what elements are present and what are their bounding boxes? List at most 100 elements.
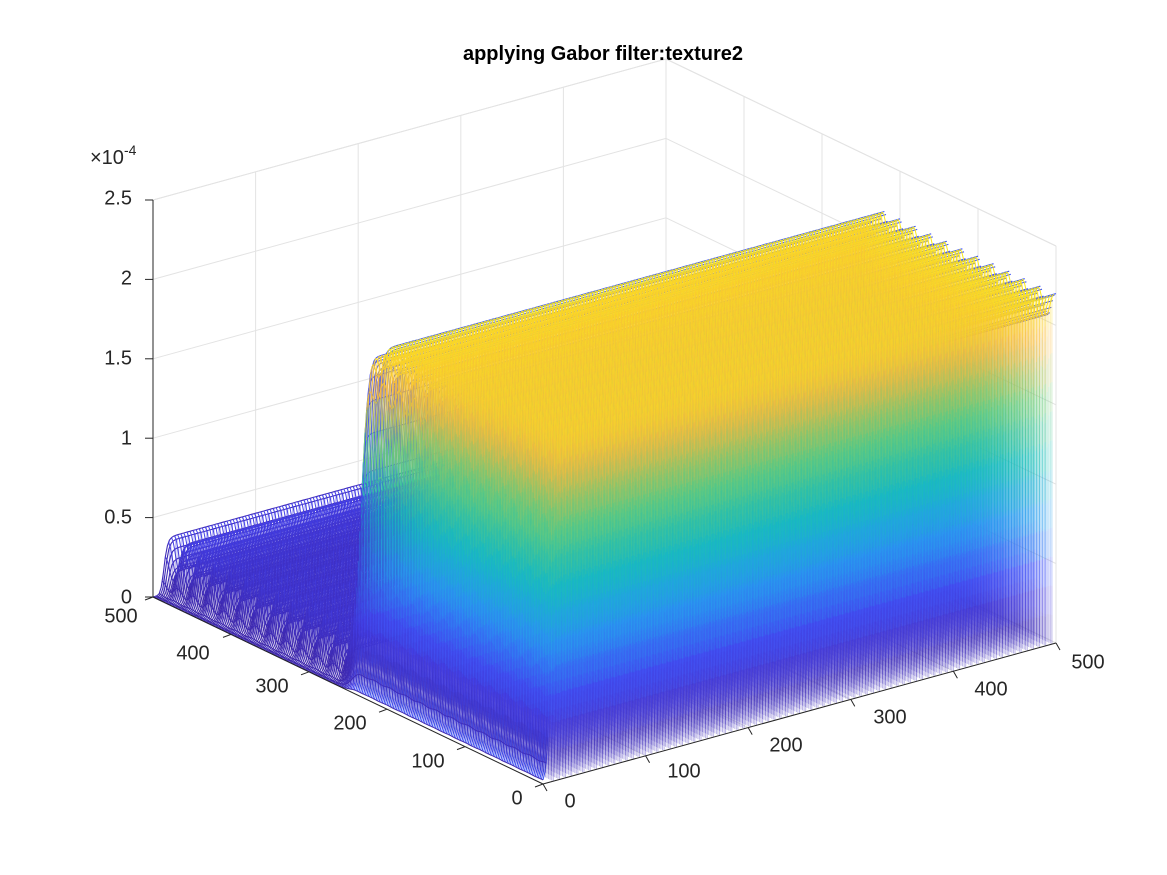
surface-column-segment — [445, 733, 447, 734]
surface-column-segment — [409, 716, 411, 717]
surface-column-segment — [223, 628, 225, 629]
surface-column-segment — [201, 618, 203, 619]
surface-column-segment — [459, 740, 461, 741]
surface-column-segment — [203, 619, 205, 620]
surface-column-segment — [463, 742, 465, 743]
surface-column-segment — [267, 649, 269, 650]
surface-column-segment — [234, 634, 236, 635]
surface-column-segment — [415, 719, 417, 720]
surface-column-segment — [337, 683, 339, 684]
surface-column-segment — [404, 713, 406, 714]
surface-column-segment — [304, 667, 306, 668]
surface-column-segment — [412, 717, 414, 718]
surface-column-segment — [385, 704, 387, 705]
surface-column-segment — [365, 695, 367, 696]
surface-column-segment — [279, 655, 281, 656]
surface-column-segment — [439, 730, 441, 731]
surface-column-segment — [282, 657, 284, 658]
surface-column-segment — [381, 702, 383, 703]
surface-column-segment — [490, 755, 492, 756]
surface-column-segment — [398, 711, 400, 712]
surface-column-segment — [312, 671, 314, 672]
surface-column-segment — [367, 696, 369, 697]
surface-column-segment — [197, 616, 199, 617]
surface-column-segment — [306, 668, 308, 669]
surface-column-segment — [400, 711, 402, 712]
surface-column-segment — [200, 617, 202, 618]
surface-column-segment — [195, 615, 197, 616]
surface-column-segment — [379, 702, 381, 703]
surface-column-segment — [329, 679, 331, 680]
surface-column-segment — [292, 661, 294, 662]
surface-column-segment — [446, 734, 448, 735]
surface-column-segment — [527, 773, 529, 774]
surface-column-segment — [286, 658, 288, 659]
surface-column-segment — [276, 654, 278, 655]
surface-column-segment — [250, 641, 252, 642]
surface-column-segment — [265, 648, 267, 649]
surface-column-segment — [396, 710, 398, 711]
surface-column-segment — [198, 616, 200, 617]
surface-column-segment — [289, 660, 291, 661]
surface-column-segment — [420, 721, 422, 722]
surface-column-segment — [243, 638, 245, 639]
surface-column-segment — [334, 681, 336, 682]
surface-column-segment — [479, 749, 481, 750]
surface-column-segment — [492, 755, 494, 756]
surface-column-segment — [517, 767, 519, 768]
surface-column-segment — [509, 764, 511, 765]
surface-column-segment — [524, 771, 526, 772]
surface-column-segment — [449, 735, 451, 736]
surface-column-segment — [428, 725, 430, 726]
surface-column-segment — [297, 663, 299, 664]
surface-column-segment — [487, 753, 489, 754]
surface-column-segment — [371, 698, 373, 699]
surface-column-segment — [264, 648, 266, 649]
surface-column-segment — [442, 732, 444, 733]
surface-column-segment — [228, 631, 230, 632]
surface-column-segment — [432, 727, 434, 728]
surface-column-segment — [454, 738, 456, 739]
surface-column-segment — [239, 636, 241, 637]
surface-column-segment — [502, 761, 504, 762]
surface-column-segment — [270, 651, 272, 652]
surface-column-segment — [204, 619, 206, 620]
surface-column-segment — [520, 769, 522, 770]
surface-column-segment — [382, 703, 384, 704]
surface-column-segment — [253, 643, 255, 644]
surface-column-segment — [254, 643, 256, 644]
surface-column-segment — [320, 675, 322, 676]
surface-column-segment — [275, 653, 277, 654]
surface-column-segment — [532, 775, 534, 776]
surface-column-segment — [462, 741, 464, 742]
surface-column-segment — [460, 741, 462, 742]
surface-column-segment — [482, 751, 484, 752]
surface-column-segment — [467, 743, 469, 744]
surface-column-segment — [256, 644, 258, 645]
surface-column-segment — [474, 747, 476, 748]
surface-column-segment — [261, 646, 263, 647]
surface-column-segment — [247, 640, 249, 641]
surface-column-segment — [328, 678, 330, 679]
surface-column-segment — [332, 681, 334, 682]
surface-column-segment — [356, 691, 358, 692]
surface-column-segment — [317, 673, 319, 674]
surface-column-segment — [376, 700, 378, 701]
surface-column-segment — [281, 656, 283, 657]
surface-column-segment — [506, 762, 508, 763]
surface-column-segment — [414, 718, 416, 719]
surface-column-segment — [262, 647, 264, 648]
surface-column-segment — [293, 662, 295, 663]
surface-column-segment — [192, 613, 194, 614]
surface-column-segment — [537, 777, 539, 778]
surface-column-segment — [258, 645, 260, 646]
surface-column-segment — [364, 694, 366, 695]
surface-column-segment — [226, 630, 228, 631]
surface-column-segment — [493, 756, 495, 757]
surface-column-segment — [231, 632, 233, 633]
surface-column-segment — [417, 719, 419, 720]
surface-column-segment — [259, 646, 261, 647]
surface-column-segment — [426, 724, 428, 725]
surface-column-segment — [194, 614, 196, 615]
surface-column-segment — [384, 704, 386, 705]
